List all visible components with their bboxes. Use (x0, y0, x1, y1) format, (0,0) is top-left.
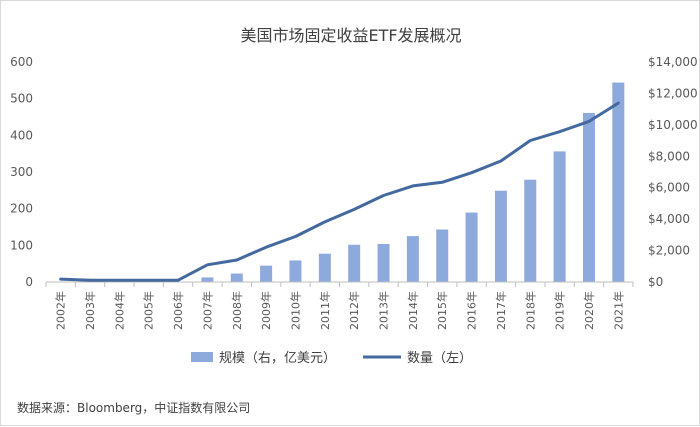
x-tick-label: 2009年 (259, 291, 273, 330)
right-axis-ticks: $0 $2,000 $4,000 $6,000 $8,000 $10,000 $12,000… (648, 55, 698, 289)
x-tick-label: 2018年 (523, 291, 537, 330)
x-tick-label: 2012年 (347, 291, 361, 330)
x-tick-label: 2003年 (83, 291, 97, 330)
left-tick-label: 600 (10, 55, 33, 69)
legend: 规模（右，亿美元） 数量（左） (191, 351, 472, 366)
bar-2009年 (260, 265, 273, 282)
x-tick-label: 2021年 (611, 291, 625, 330)
right-tick-label: $2,000 (648, 244, 690, 258)
right-tick-label: $10,000 (648, 118, 698, 132)
x-tick-label: 2020年 (582, 291, 596, 330)
bar-series-scale (201, 82, 625, 283)
bar-2013年 (377, 243, 390, 282)
bar-2012年 (348, 244, 361, 282)
data-source-note: 数据来源：Bloomberg，中证指数有限公司 (17, 401, 251, 415)
x-tick-label: 2013年 (377, 291, 391, 330)
bar-2015年 (436, 229, 449, 282)
left-tick-label: 100 (10, 238, 33, 252)
x-tick-label: 2019年 (553, 291, 567, 330)
left-tick-label: 400 (10, 128, 33, 142)
x-tick-label: 2007年 (200, 291, 214, 330)
bar-2007年 (201, 277, 214, 282)
x-tick-label: 2017年 (494, 291, 508, 330)
legend-bar-label: 规模（右，亿美元） (219, 351, 336, 366)
axes (45, 281, 634, 287)
x-tick-label: 2005年 (142, 291, 156, 330)
x-tick-label: 2010年 (288, 291, 302, 330)
bar-2011年 (318, 253, 331, 282)
x-tick-label: 2015年 (435, 291, 449, 330)
bar-2016年 (465, 212, 478, 282)
bar-2010年 (289, 260, 302, 282)
x-axis-ticks: 2002年 2003年 2004年 2005年 2006年 2007年 2008年 2009年… (54, 291, 626, 330)
bar-2018年 (524, 179, 537, 282)
bar-2020年 (582, 112, 595, 283)
left-axis-ticks: 0 100 200 300 400 500 600 (10, 55, 33, 289)
line-series-count (59, 101, 620, 282)
right-tick-label: $14,000 (648, 55, 698, 69)
x-tick-label: 2011年 (318, 291, 332, 330)
x-tick-label: 2002年 (54, 291, 68, 330)
legend-line-label: 数量（左） (407, 351, 472, 366)
right-tick-label: $4,000 (648, 212, 690, 226)
x-tick-label: 2014年 (406, 291, 420, 330)
x-tick-label: 2016年 (465, 291, 479, 330)
bar-2017年 (494, 190, 507, 282)
bar-2019年 (553, 151, 566, 282)
left-tick-label: 500 (10, 92, 33, 106)
right-tick-label: $0 (648, 275, 663, 289)
bar-2008年 (230, 273, 243, 282)
left-tick-label: 300 (10, 165, 33, 179)
bar-2014年 (406, 236, 419, 282)
left-tick-label: 0 (25, 275, 33, 289)
bar-2021年 (612, 82, 625, 282)
left-tick-label: 200 (10, 202, 33, 216)
legend-bar-swatch (191, 352, 213, 362)
right-tick-label: $12,000 (648, 86, 698, 100)
x-tick-label: 2006年 (171, 291, 185, 330)
count-line (59, 101, 620, 282)
right-tick-label: $6,000 (648, 181, 690, 195)
chart-title: 美国市场固定收益ETF发展概况 (240, 26, 461, 45)
right-tick-label: $8,000 (648, 149, 690, 163)
x-tick-label: 2008年 (230, 291, 244, 330)
x-tick-label: 2004年 (112, 291, 126, 330)
